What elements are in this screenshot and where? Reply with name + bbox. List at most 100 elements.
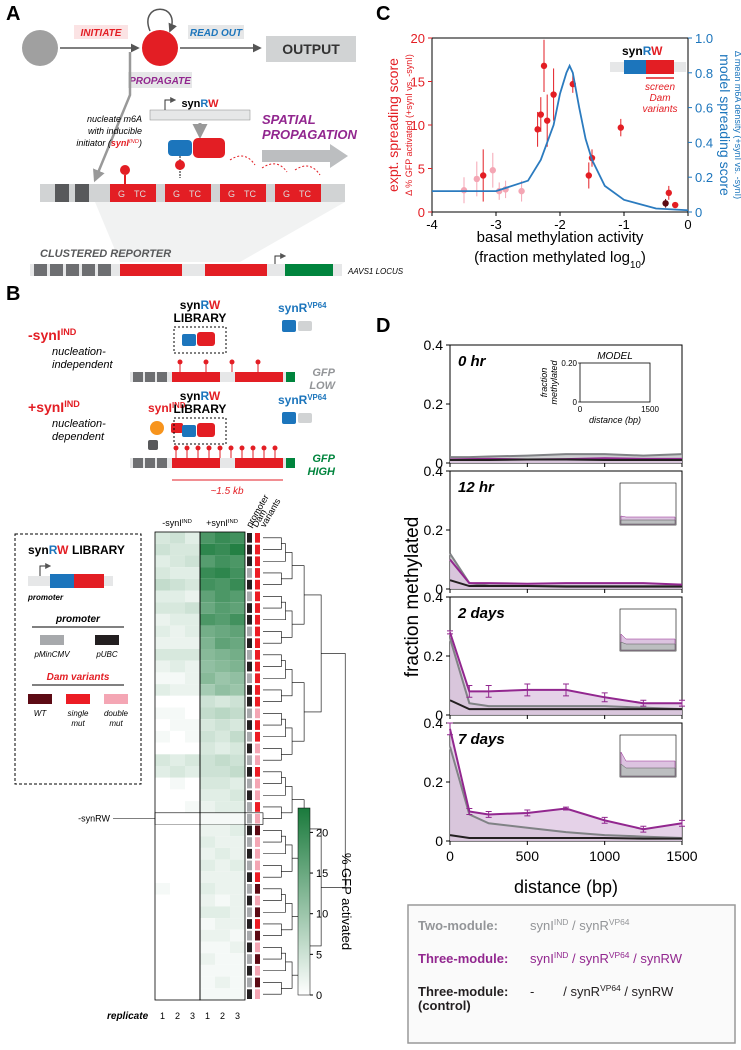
dendrogram xyxy=(263,631,282,644)
error-bar xyxy=(679,699,685,707)
text-part: initiator ( xyxy=(76,138,112,148)
heatmap-cell xyxy=(155,613,170,626)
heatmap-cell xyxy=(170,649,185,661)
text-part: W xyxy=(208,98,219,110)
text-part: R xyxy=(200,298,209,312)
y-axis-subtitle: Δ % GFP activated (+synI vs. -synI) xyxy=(404,54,414,196)
dam-cell xyxy=(255,673,260,684)
heatmap-cell xyxy=(215,871,230,883)
heatmap-cell xyxy=(185,684,200,696)
dam-cell xyxy=(255,942,260,953)
promoter-cell xyxy=(247,907,252,918)
series-line xyxy=(449,638,683,711)
heatmap-cell xyxy=(155,824,170,837)
heatmap-cell xyxy=(230,590,245,603)
heatmap-cell xyxy=(155,695,170,708)
error-bar xyxy=(485,811,492,818)
text-part: synI xyxy=(36,399,64,415)
series-line xyxy=(449,632,682,705)
shape xyxy=(173,326,227,354)
heatmap-cell xyxy=(155,660,170,673)
panel-label: B xyxy=(6,283,20,305)
label: Dam variants xyxy=(47,672,110,683)
promoter-cell xyxy=(247,755,252,765)
dendrogram xyxy=(263,654,282,667)
dam-cell xyxy=(255,977,260,988)
y-tick-label: 0 xyxy=(435,581,443,597)
label: CLUSTERED REPORTER xyxy=(40,248,171,260)
heatmap-cell xyxy=(200,672,215,685)
heatmap-cell xyxy=(215,578,230,591)
shape xyxy=(205,264,267,276)
data-point xyxy=(585,172,592,179)
heatmap-cell xyxy=(170,929,185,942)
promoter-arrow xyxy=(39,563,52,576)
inset-axis-title: distance (bp) xyxy=(589,415,641,425)
heatmap-cell xyxy=(170,730,185,743)
heatmap-cell xyxy=(200,637,215,649)
heatmap-cell xyxy=(185,906,200,919)
inset-decoration xyxy=(620,763,676,777)
dam-cell xyxy=(255,790,260,801)
promoter-cell xyxy=(247,544,252,555)
heatmap-cell xyxy=(215,777,230,790)
dam-cell xyxy=(255,638,260,648)
inset-tick-label: 0.20 xyxy=(561,359,577,368)
heatmap-cell xyxy=(230,871,245,883)
inset-frame xyxy=(579,362,651,403)
heatmap-cell xyxy=(185,707,200,720)
y2-tick-label: 0.6 xyxy=(695,101,713,116)
time-label: 12 hr xyxy=(458,479,495,496)
heatmap-cell xyxy=(215,555,230,568)
series-line xyxy=(449,746,683,840)
heatmap-cell xyxy=(230,964,245,977)
text-part: synI xyxy=(148,401,172,415)
shape xyxy=(157,458,167,468)
promoter-cell xyxy=(247,919,252,929)
shape xyxy=(110,184,156,202)
dam-cell xyxy=(255,579,260,590)
shape xyxy=(148,440,158,450)
replicate-label: 3 xyxy=(190,1011,195,1021)
shape xyxy=(266,36,356,62)
dendrogram xyxy=(263,537,282,550)
promoter-arrow xyxy=(274,253,287,264)
text-part: synI xyxy=(33,327,61,343)
dam-cell xyxy=(255,837,260,847)
heatmap-cell xyxy=(155,578,170,591)
heatmap-cell xyxy=(200,649,215,661)
shape xyxy=(197,423,215,437)
dam-cell xyxy=(255,872,260,882)
dam-cell xyxy=(255,556,260,567)
heatmap-cell xyxy=(170,871,185,883)
y-tick-label: 10 xyxy=(411,118,425,133)
dam-cell xyxy=(255,778,260,789)
heatmap-cell xyxy=(170,567,185,579)
heatmap-cell xyxy=(155,883,170,895)
heatmap-cell xyxy=(155,567,170,579)
heatmap-cell xyxy=(155,941,170,954)
series-line xyxy=(450,458,682,462)
heatmap-cell xyxy=(185,894,200,907)
dendrogram xyxy=(281,903,293,931)
shape xyxy=(188,25,244,39)
legend-note: (control) xyxy=(418,998,471,1013)
promoter-cell xyxy=(247,720,252,730)
dam-cell xyxy=(255,696,260,707)
text-part: VP64 xyxy=(600,983,621,993)
heatmap-cell xyxy=(155,918,170,930)
heatmap-cell xyxy=(155,590,170,603)
promoter-cell xyxy=(247,942,252,953)
heatmap-cell xyxy=(200,941,215,954)
promoter-cell xyxy=(247,802,252,812)
heatmap-cell xyxy=(200,602,215,614)
heatmap-cell xyxy=(230,567,245,579)
heatmap-cell xyxy=(200,894,215,907)
y2-tick-label: 0.2 xyxy=(695,170,713,185)
x-tick-label: -3 xyxy=(490,217,502,232)
heatmap-cell xyxy=(230,906,245,919)
dam-cell xyxy=(255,895,260,906)
dendrogram xyxy=(292,565,305,625)
heatmap-cell xyxy=(215,789,230,802)
dendrogram xyxy=(281,552,293,580)
